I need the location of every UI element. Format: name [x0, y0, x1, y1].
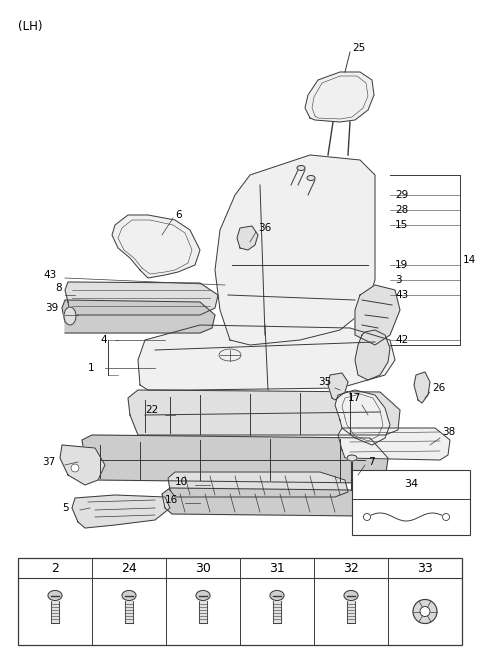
Polygon shape — [338, 428, 450, 460]
Polygon shape — [112, 215, 200, 278]
Polygon shape — [72, 495, 170, 528]
Bar — [18, 558, 462, 645]
Text: 16: 16 — [165, 495, 178, 505]
Text: 7: 7 — [368, 457, 374, 467]
Polygon shape — [335, 390, 390, 445]
Text: 33: 33 — [417, 562, 433, 575]
Text: 30: 30 — [195, 562, 211, 575]
Text: 32: 32 — [343, 562, 359, 575]
Polygon shape — [237, 226, 258, 250]
Polygon shape — [65, 282, 218, 315]
Ellipse shape — [64, 307, 76, 325]
Ellipse shape — [307, 176, 315, 180]
Text: 10: 10 — [175, 477, 188, 487]
Text: 38: 38 — [442, 427, 455, 437]
Circle shape — [363, 514, 371, 520]
Text: 39: 39 — [45, 303, 58, 313]
Text: 43: 43 — [43, 270, 56, 280]
Polygon shape — [60, 445, 105, 485]
Text: 15: 15 — [395, 220, 408, 230]
Text: 5: 5 — [62, 503, 69, 513]
Circle shape — [71, 464, 79, 472]
Text: 25: 25 — [352, 43, 365, 53]
Bar — [199, 600, 207, 623]
Text: 8: 8 — [55, 283, 61, 293]
Polygon shape — [355, 285, 400, 345]
Text: 4: 4 — [100, 335, 107, 345]
Polygon shape — [128, 390, 400, 435]
Text: 3: 3 — [395, 275, 402, 285]
Circle shape — [413, 600, 437, 623]
Text: (LH): (LH) — [18, 20, 43, 33]
Text: 19: 19 — [395, 260, 408, 270]
Bar — [273, 600, 281, 623]
Text: 14: 14 — [463, 255, 476, 265]
Polygon shape — [82, 435, 388, 483]
Text: 1: 1 — [88, 363, 95, 373]
Text: 28: 28 — [395, 205, 408, 215]
Ellipse shape — [122, 590, 136, 600]
Bar — [51, 600, 59, 623]
Ellipse shape — [344, 590, 358, 600]
Polygon shape — [168, 472, 348, 497]
Text: 43: 43 — [395, 290, 408, 300]
Polygon shape — [62, 300, 215, 333]
Polygon shape — [138, 325, 395, 390]
Text: 42: 42 — [395, 335, 408, 345]
Text: 26: 26 — [432, 383, 445, 393]
Text: 17: 17 — [348, 393, 361, 403]
Text: 31: 31 — [269, 562, 285, 575]
Text: 36: 36 — [258, 223, 271, 233]
Bar — [125, 600, 133, 623]
Circle shape — [443, 514, 449, 520]
Polygon shape — [215, 155, 375, 345]
Ellipse shape — [347, 455, 357, 461]
Text: 24: 24 — [121, 562, 137, 575]
Text: 35: 35 — [318, 377, 331, 387]
Ellipse shape — [48, 590, 62, 600]
Polygon shape — [162, 488, 380, 516]
Bar — [347, 600, 355, 623]
Ellipse shape — [297, 165, 305, 171]
Polygon shape — [328, 373, 348, 400]
Text: 22: 22 — [145, 405, 158, 415]
Text: 37: 37 — [42, 457, 55, 467]
Ellipse shape — [196, 590, 210, 600]
Text: 29: 29 — [395, 190, 408, 200]
Text: 2: 2 — [51, 562, 59, 575]
Circle shape — [420, 607, 430, 617]
Polygon shape — [355, 330, 390, 380]
Text: 6: 6 — [175, 210, 181, 220]
Bar — [352, 470, 470, 535]
Text: 34: 34 — [404, 480, 418, 489]
Ellipse shape — [270, 590, 284, 600]
Polygon shape — [305, 72, 374, 122]
Polygon shape — [414, 372, 430, 403]
